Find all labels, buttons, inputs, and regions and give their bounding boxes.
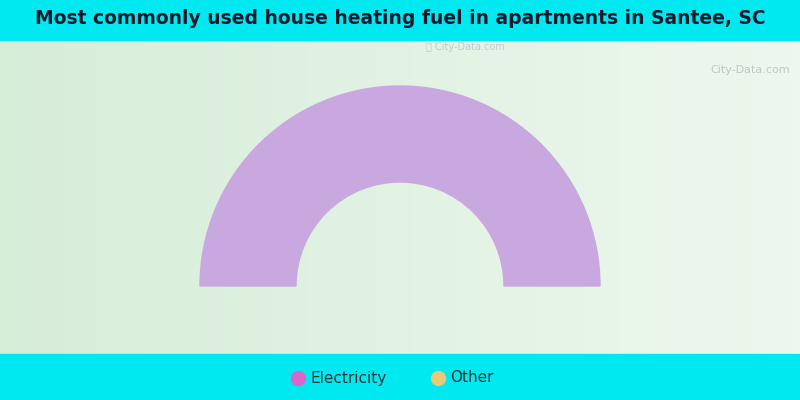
Text: Other: Other (450, 370, 494, 386)
Bar (0, 354, 800, 400)
Wedge shape (200, 86, 600, 286)
Text: City-Data.com: City-Data.com (710, 65, 790, 75)
Text: Most commonly used house heating fuel in apartments in Santee, SC: Most commonly used house heating fuel in… (34, 10, 766, 28)
Text: ⓘ City-Data.com: ⓘ City-Data.com (426, 42, 505, 52)
Bar (0, 0, 800, 40)
Text: Electricity: Electricity (310, 370, 386, 386)
